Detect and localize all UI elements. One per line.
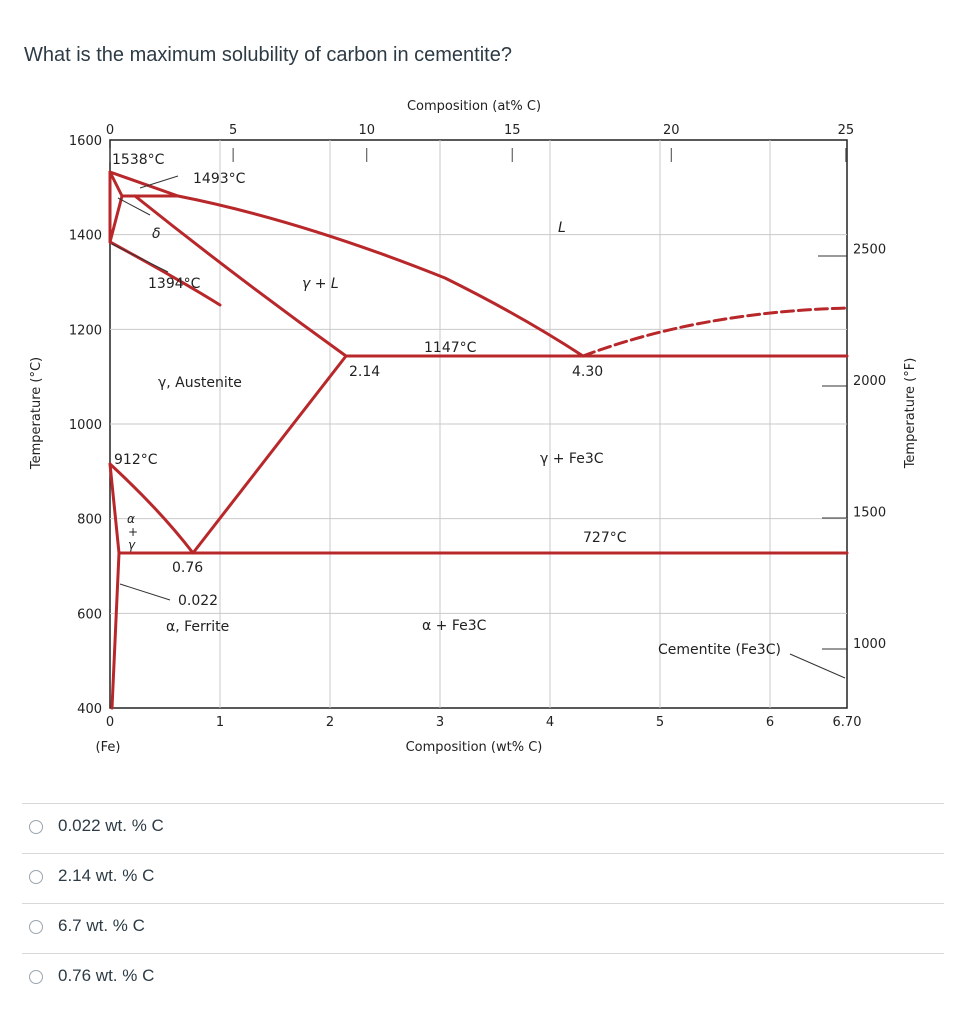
right-tick-label: 1500 — [853, 505, 886, 520]
answer-label: 6.7 wt. % C — [58, 916, 145, 935]
phase-boundaries — [108, 170, 849, 710]
answer-label: 0.022 wt. % C — [58, 816, 164, 835]
answer-option[interactable]: 6.7 wt. % C — [22, 903, 944, 953]
answer-label: 2.14 wt. % C — [58, 866, 155, 885]
left-tick-label: 1600 — [69, 134, 102, 149]
left-tick-label: 600 — [77, 607, 102, 622]
label-austenite: γ, Austenite — [158, 375, 242, 391]
top-tick-label: 5 — [229, 123, 237, 138]
radio-button[interactable] — [29, 970, 43, 984]
left-tick-label: 1400 — [69, 229, 102, 244]
leader-lines — [111, 175, 847, 679]
label-727: 727°C — [583, 530, 627, 546]
top-tick-label: 25 — [838, 123, 855, 138]
top-tick-label: 15 — [504, 123, 521, 138]
label-gamma-l: γ + L — [302, 276, 339, 292]
top-axis: 0 5 10 15 20 25 — [106, 123, 854, 162]
answer-option[interactable]: 0.022 wt. % C — [22, 803, 944, 853]
question-text: What is the maximum solubility of carbon… — [24, 44, 512, 66]
bottom-axis: 0 1 2 3 4 5 6 6.70 — [106, 715, 862, 730]
top-tick-label: 0 — [106, 123, 114, 138]
left-tick-label: 800 — [77, 513, 102, 528]
bottom-tick-label: 1 — [216, 715, 224, 730]
top-axis-title: Composition (at% C) — [407, 99, 541, 114]
bottom-tick-label: 5 — [656, 715, 664, 730]
label-0022: 0.022 — [178, 593, 218, 609]
liquidus-line — [176, 194, 585, 358]
label-912: 912°C — [114, 452, 158, 468]
top-tick-label: 10 — [358, 123, 375, 138]
phase-diagram: 0 5 10 15 20 25 0 1 2 3 4 5 6 6.70 1600 1400 1200 1000 8… — [29, 99, 918, 755]
solidus-line — [133, 194, 348, 358]
label-430: 4.30 — [572, 364, 603, 380]
bottom-tick-label: 2 — [326, 715, 334, 730]
label-1538: 1538°C — [112, 152, 165, 168]
label-gamma: γ — [128, 538, 136, 552]
label-214: 2.14 — [349, 364, 380, 380]
label-1147: 1147°C — [424, 340, 477, 356]
left-axis: 1600 1400 1200 1000 800 600 400 — [69, 134, 102, 717]
label-1394: 1394°C — [148, 276, 201, 292]
label-cementite: Cementite (Fe3C) — [658, 642, 781, 658]
acm-line — [191, 354, 348, 555]
radio-button[interactable] — [29, 820, 43, 834]
left-tick-label: 1000 — [69, 418, 102, 433]
bottom-tick-label: 6 — [766, 715, 774, 730]
left-tick-label: 1200 — [69, 323, 102, 338]
bottom-tick-label: 0 — [106, 715, 114, 730]
liquidus-left — [108, 170, 180, 198]
left-tick-label: 400 — [77, 702, 102, 717]
label-plus: + — [128, 525, 138, 539]
label-alpha-fe3c: α + Fe3C — [422, 618, 487, 634]
bottom-tick-label: 3 — [436, 715, 444, 730]
label-alpha: α — [127, 512, 135, 526]
answer-option[interactable]: 2.14 wt. % C — [22, 853, 944, 903]
bottom-tick-label: 4 — [546, 715, 554, 730]
bottom-origin-note: (Fe) — [96, 740, 121, 755]
bottom-axis-title: Composition (wt% C) — [406, 740, 543, 755]
label-liquid: L — [558, 220, 566, 236]
delta-region — [108, 170, 124, 244]
region-labels: 1538°C 1493°C δ 1394°C γ + L L 1147°C 2.… — [112, 152, 781, 658]
label-ferrite: α, Ferrite — [166, 619, 229, 635]
a3-lower — [108, 462, 195, 555]
right-axis-title: Temperature (°F) — [903, 358, 918, 470]
right-tick-label: 2000 — [853, 374, 886, 389]
radio-button[interactable] — [29, 870, 43, 884]
label-delta: δ — [152, 226, 161, 242]
right-tick-label: 2500 — [853, 242, 886, 257]
right-tick-label: 1000 — [853, 637, 886, 652]
label-1493: 1493°C — [193, 171, 246, 187]
right-axis: 2500 2000 1500 1000 — [853, 242, 886, 651]
left-axis-title: Temperature (°C) — [29, 357, 44, 470]
radio-button[interactable] — [29, 920, 43, 934]
cementite-liquidus — [581, 306, 849, 358]
answer-label: 0.76 wt. % C — [58, 966, 155, 985]
label-gamma-fe3c: γ + Fe3C — [540, 451, 604, 467]
answer-options: 0.022 wt. % C 2.14 wt. % C 6.7 wt. % C 0… — [22, 803, 944, 1003]
bottom-tick-label: 6.70 — [833, 715, 862, 730]
top-tick-label: 20 — [663, 123, 680, 138]
answer-option[interactable]: 0.76 wt. % C — [22, 953, 944, 1003]
label-076: 0.76 — [172, 560, 203, 576]
